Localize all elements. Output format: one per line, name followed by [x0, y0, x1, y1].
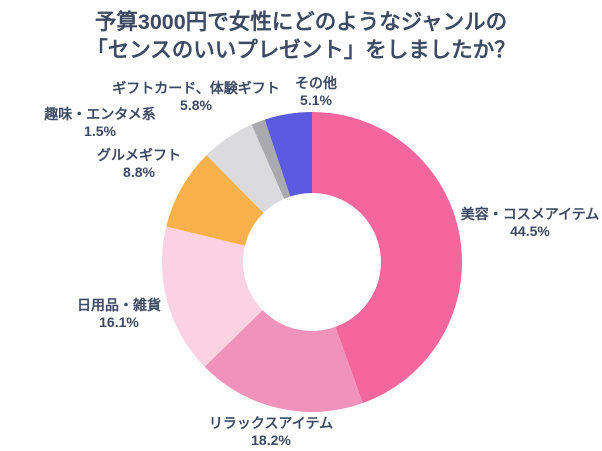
- slice-label-1: 美容・コスメアイテム 44.5%: [461, 206, 600, 240]
- slice-category-name: リラックスアイテム: [208, 415, 334, 431]
- slice-category-name: 美容・コスメアイテム: [460, 206, 600, 222]
- slice-label-3: 日用品・雑貨 16.1%: [77, 297, 161, 331]
- chart-title: 予算3000円で女性にどのようなジャンルの 「センスのいいプレゼント」をしました…: [0, 8, 602, 64]
- slice-category-name: グルメギフト: [97, 147, 181, 163]
- donut-slice-3: [162, 226, 263, 367]
- donut-slice-7: [264, 112, 312, 197]
- slice-category-name: その他: [295, 75, 337, 91]
- donut-slice-6: [251, 119, 291, 199]
- slice-label-7: その他 5.1%: [295, 75, 337, 109]
- slice-percent-value: 8.8%: [123, 164, 155, 180]
- donut-slice-1: [312, 112, 462, 404]
- slice-label-2: リラックスアイテム 18.2%: [209, 415, 333, 449]
- donut-slice-4: [166, 155, 264, 246]
- slice-category-name: ギフトカード、体験ギフト: [112, 80, 280, 96]
- slice-label-6: 趣味・エンタメ系 1.5%: [44, 106, 156, 140]
- slice-label-5: ギフトカード、体験ギフト 5.8%: [112, 80, 279, 114]
- slice-percent-value: 5.8%: [180, 97, 212, 113]
- slice-percent-value: 44.5%: [510, 223, 550, 239]
- donut-slice-2: [204, 310, 363, 412]
- chart-title-line-1: 予算3000円で女性にどのようなジャンルの: [94, 10, 508, 34]
- slice-percent-value: 5.1%: [300, 92, 332, 108]
- slice-percent-value: 18.2%: [251, 432, 291, 448]
- slice-percent-value: 1.5%: [84, 123, 116, 139]
- chart-title-line-2: 「センスのいいプレゼント」をしましたか？: [86, 38, 516, 62]
- slice-category-name: 趣味・エンタメ系: [44, 106, 156, 122]
- donut-slice-5: [206, 124, 285, 213]
- slice-label-4: グルメギフト 8.8%: [97, 147, 181, 181]
- slice-percent-value: 16.1%: [99, 314, 139, 330]
- slice-category-name: 日用品・雑貨: [77, 297, 161, 313]
